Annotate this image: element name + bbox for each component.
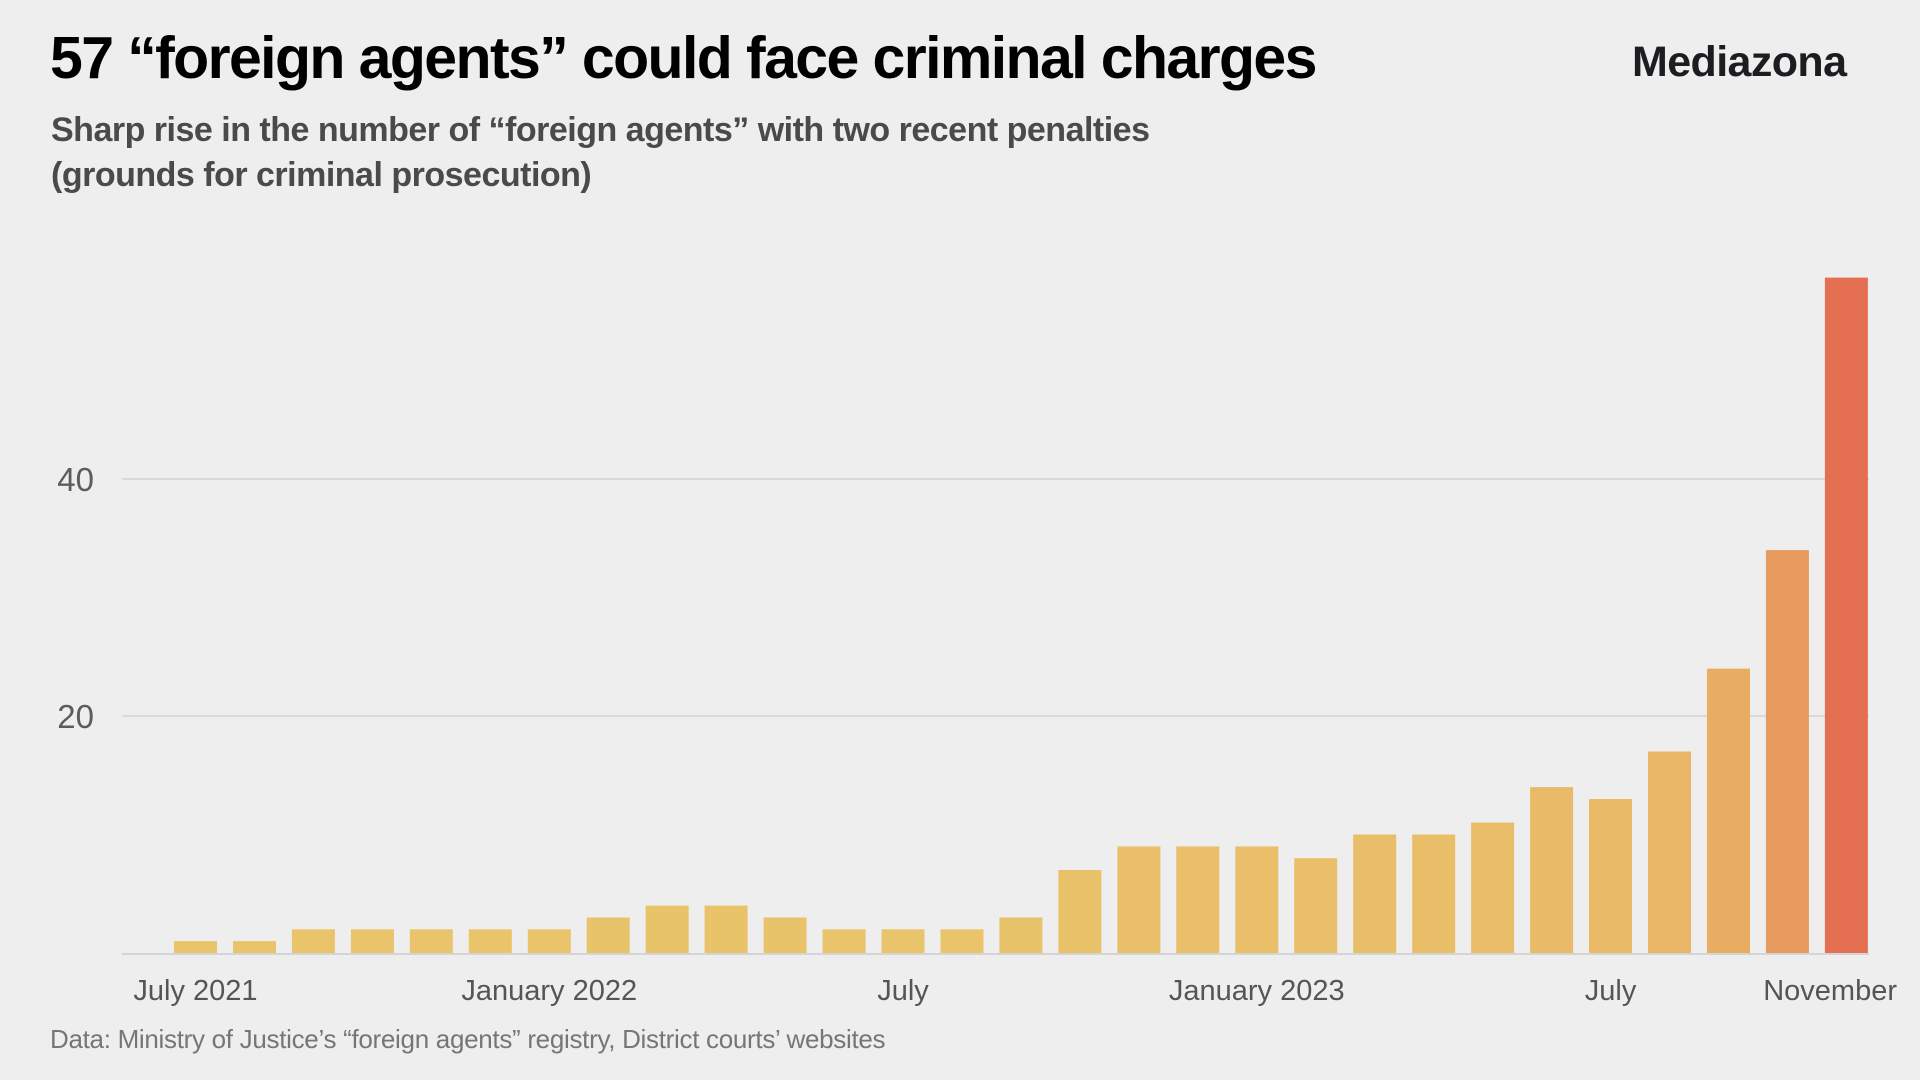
bar-oct-2021 — [350, 929, 394, 953]
bar-jul-2022 — [881, 929, 925, 953]
bar-apr-2023 — [1412, 834, 1456, 953]
x-axis-ticks: July 2021 January 2022 July January 2023 Jul… — [133, 975, 1897, 1007]
bar-feb-2023 — [1294, 858, 1338, 953]
bar-jul-2021 — [174, 941, 217, 953]
source-note: Data: Ministry of Justice’s “foreign age… — [50, 1024, 886, 1054]
bar-feb-2022 — [586, 917, 630, 953]
x-tick-label: November — [1763, 975, 1897, 1007]
bar-may-2022 — [763, 917, 807, 953]
brand-logo: Mediazona — [1632, 38, 1847, 86]
gridlines — [122, 478, 1869, 717]
x-tick-label: July — [877, 975, 929, 1007]
bar-mar-2023 — [1353, 834, 1397, 953]
bar-sep-2023 — [1707, 668, 1750, 953]
bar-nov-2022 — [1117, 846, 1161, 953]
bar-oct-2023 — [1765, 550, 1809, 953]
bar-dec-2022 — [1176, 846, 1220, 953]
bar-jun-2023 — [1530, 787, 1574, 953]
bar-nov-2021 — [409, 929, 453, 953]
bar-jul-2023 — [1589, 799, 1632, 953]
x-tick-label: July — [1585, 975, 1637, 1007]
chart-subtitle: Sharp rise in the number of “foreign age… — [51, 108, 1150, 198]
bar-may-2023 — [1471, 822, 1515, 953]
subtitle-line-2: (grounds for criminal prosecution) — [51, 156, 592, 194]
bar-dec-2021 — [468, 929, 512, 953]
bar-aug-2021 — [233, 941, 276, 953]
bar-mar-2022 — [645, 905, 689, 953]
x-tick-label: January 2023 — [1169, 975, 1345, 1007]
bar-nov-2023 — [1824, 277, 1868, 954]
bar-apr-2022 — [704, 905, 748, 953]
bar-sep-2021 — [291, 929, 335, 953]
y-tick-label: 20 — [57, 698, 94, 735]
subtitle-line-1: Sharp rise in the number of “foreign age… — [51, 111, 1150, 149]
x-tick-label: July 2021 — [133, 975, 257, 1007]
bar-oct-2022 — [1058, 870, 1102, 953]
bar-jun-2022 — [822, 929, 866, 953]
x-tick-label: January 2022 — [461, 975, 637, 1007]
bar-aug-2022 — [940, 929, 984, 953]
bars — [174, 277, 1868, 954]
chart-title: 57 “foreign agents” could face criminal … — [50, 25, 1317, 91]
bar-sep-2022 — [999, 917, 1043, 953]
bar-aug-2023 — [1648, 751, 1691, 953]
bar-jan-2023 — [1235, 846, 1279, 953]
y-tick-label: 40 — [57, 461, 94, 498]
bar-jan-2022 — [527, 929, 571, 953]
